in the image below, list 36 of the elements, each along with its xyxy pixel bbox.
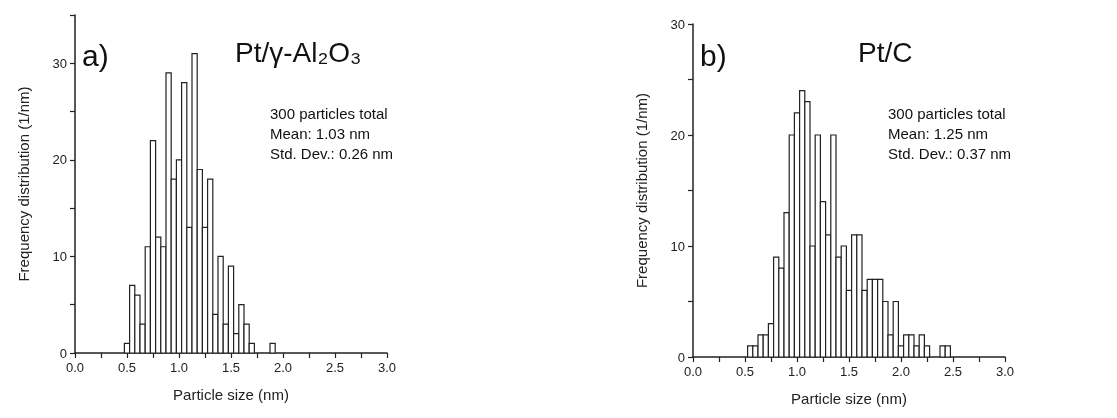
annotation: a) bbox=[82, 38, 109, 72]
x-tick-label: 1.0 bbox=[169, 360, 189, 375]
x-tick-label: 0.0 bbox=[65, 360, 85, 375]
y-axis-title: Frequency distribution (1/nm) bbox=[15, 86, 32, 282]
x-tick-label: 1.5 bbox=[839, 364, 859, 379]
y-tick-label: 10 bbox=[670, 238, 685, 254]
annotation: Std. Dev.: 0.26 nm bbox=[270, 144, 394, 162]
x-tick-label: 0.5 bbox=[735, 364, 755, 379]
annotation: Std. Dev.: 0.37 nm bbox=[888, 144, 1012, 162]
x-tick-label: 0.0 bbox=[683, 364, 703, 379]
y-tick-label: 30 bbox=[52, 55, 67, 71]
x-tick-label: 3.0 bbox=[995, 364, 1015, 379]
annotation: Mean: 1.03 nm bbox=[270, 124, 371, 142]
x-axis-title: Particle size (nm) bbox=[791, 390, 907, 407]
chart-title: Pt/C bbox=[858, 36, 913, 68]
text: Pt/γ-Al₂O₃ bbox=[235, 36, 362, 68]
annotation: 300 particles total bbox=[888, 104, 1006, 122]
x-tick-label: 2.5 bbox=[943, 364, 963, 379]
y-tick-label: 0 bbox=[677, 349, 685, 365]
y-tick-label: 20 bbox=[670, 127, 685, 143]
x-axis-title: Particle size (nm) bbox=[173, 386, 289, 403]
x-tick-label: 0.5 bbox=[117, 360, 137, 375]
y-tick-label: 10 bbox=[52, 248, 67, 264]
annotation: 300 particles total bbox=[270, 104, 388, 122]
x-tick-label: 2.5 bbox=[325, 360, 345, 375]
x-tick-label: 2.0 bbox=[273, 360, 293, 375]
x-tick-label: 1.5 bbox=[221, 360, 241, 375]
annotation: Mean: 1.25 nm bbox=[888, 124, 989, 142]
y-axis-title: Frequency distribution (1/nm) bbox=[633, 92, 650, 289]
y-tick-label: 20 bbox=[52, 152, 67, 168]
annotation: b) bbox=[700, 38, 727, 72]
x-tick-label: 2.0 bbox=[891, 364, 911, 379]
y-tick-label: 30 bbox=[670, 16, 685, 32]
y-tick-label: 0 bbox=[59, 345, 67, 361]
x-tick-label: 3.0 bbox=[377, 360, 397, 375]
x-tick-label: 1.0 bbox=[787, 364, 807, 379]
